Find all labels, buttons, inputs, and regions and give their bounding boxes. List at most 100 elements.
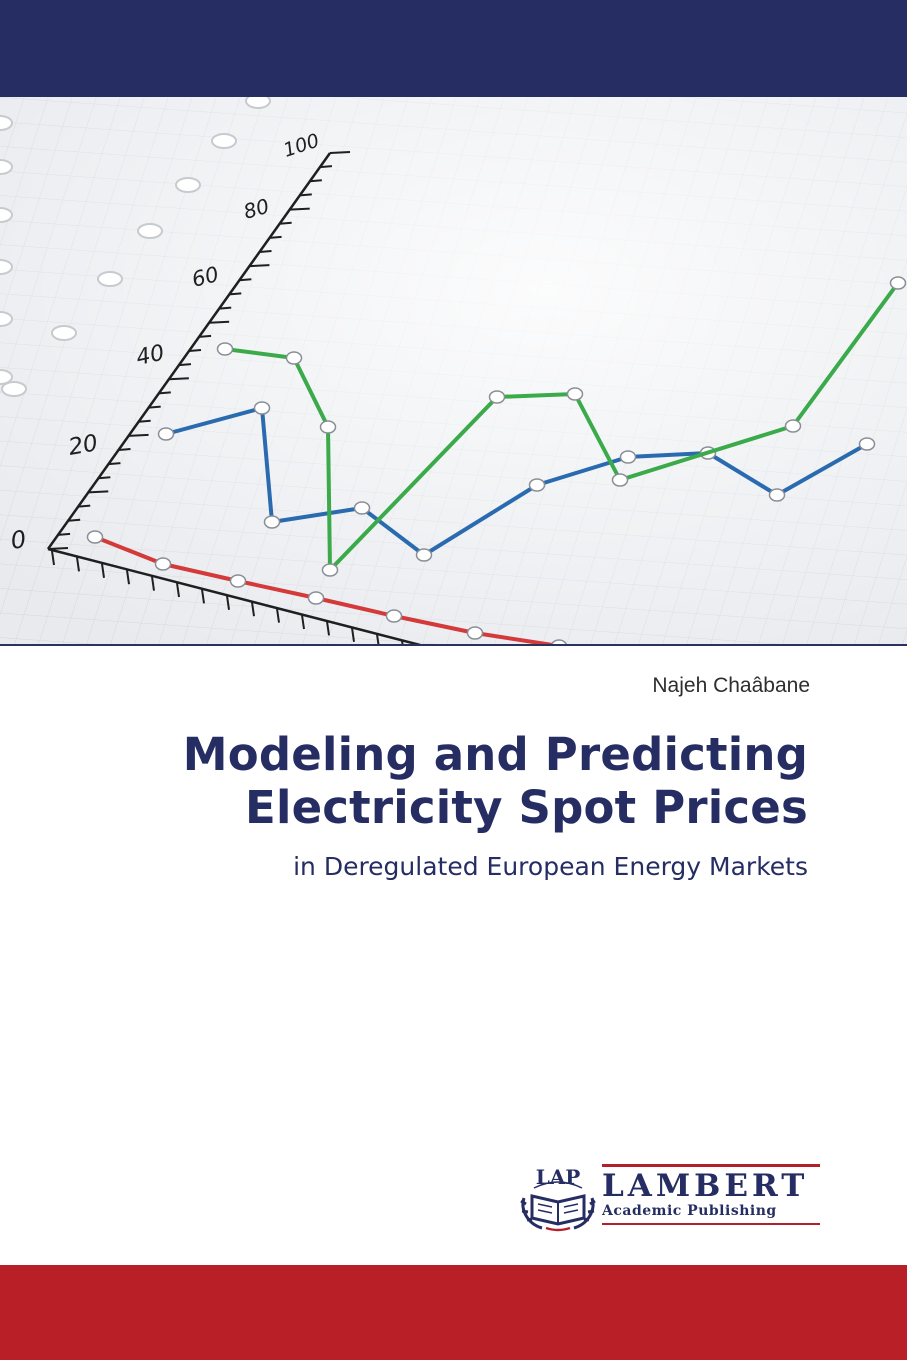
y-axis-tick <box>178 363 192 367</box>
series-marker <box>784 419 802 433</box>
series-marker <box>321 563 339 577</box>
y-axis-tick <box>188 349 202 352</box>
series-marker <box>285 351 303 365</box>
y-axis-tick <box>329 151 351 154</box>
title-line-2: Electricity Spot Prices <box>245 781 808 834</box>
series-green <box>216 276 907 577</box>
series-marker <box>488 390 506 404</box>
y-axis-tick <box>299 193 312 197</box>
y-axis-tick <box>289 207 310 211</box>
x-axis-tick <box>226 595 230 610</box>
wordmark-bottom-rule <box>602 1223 820 1225</box>
chart-axes <box>46 151 421 645</box>
cover-artwork-chart: 0 20 40 60 80 100 <box>0 97 907 645</box>
y-tick-label: 40 <box>134 341 167 371</box>
series-marker <box>157 427 175 441</box>
x-axis-tick <box>376 634 380 645</box>
y-axis-tick <box>98 476 111 480</box>
series-marker <box>550 639 568 645</box>
series-marker <box>619 450 637 464</box>
binder-hole <box>0 159 13 175</box>
x-axis-tick <box>351 627 355 642</box>
y-axis-tick <box>118 448 131 451</box>
book-title: Modeling and Predicting Electricity Spot… <box>48 728 808 834</box>
y-axis-tick <box>259 250 272 253</box>
x-axis-tick <box>301 614 305 630</box>
binder-holes <box>0 97 271 397</box>
y-axis-tick <box>128 433 149 437</box>
bottom-color-band <box>0 1265 907 1360</box>
y-axis-tick <box>269 235 282 239</box>
y-axis-tick <box>158 391 171 395</box>
y-axis-tick <box>279 221 292 225</box>
y-axis-tick <box>168 377 189 381</box>
x-axis-tick <box>51 550 55 566</box>
series-marker <box>385 609 403 623</box>
binder-hole <box>137 223 163 239</box>
y-axis-tick <box>319 165 333 169</box>
book-subtitle: in Deregulated European Energy Markets <box>293 852 808 881</box>
series-marker <box>319 420 337 434</box>
x-axis-line <box>47 547 421 645</box>
y-axis-tick <box>309 179 322 183</box>
title-line-1: Modeling and Predicting <box>182 728 808 781</box>
binder-hole <box>51 325 77 341</box>
x-axis-tick <box>326 621 330 636</box>
binder-hole <box>0 207 13 223</box>
y-axis-tick <box>209 320 230 324</box>
y-axis-tick <box>198 334 212 338</box>
wordmark-top-rule <box>602 1164 820 1167</box>
series-red <box>86 530 568 645</box>
series-marker <box>415 548 433 562</box>
series-marker <box>858 437 876 451</box>
binder-hole <box>1 381 27 397</box>
binder-hole <box>0 369 13 385</box>
author-name: Najeh Chaâbane <box>652 674 810 697</box>
series-marker <box>528 478 546 492</box>
series-marker <box>86 530 104 544</box>
binder-hole <box>211 133 237 149</box>
y-axis-tick <box>138 419 151 423</box>
x-axis-tick <box>401 640 404 645</box>
y-axis-tick <box>108 462 121 466</box>
series-marker <box>263 515 281 529</box>
lap-emblem-icon: LAP <box>520 1165 596 1232</box>
emblem-text: LAP <box>536 1165 581 1189</box>
y-tick-label: 0 <box>9 525 28 555</box>
publisher-wordmark: LAMBERT Academic Publishing <box>602 1164 820 1225</box>
y-axis-tick <box>239 278 252 282</box>
x-axis-tick <box>151 576 155 591</box>
series-marker <box>611 473 629 487</box>
y-axis-tick <box>148 405 161 409</box>
binder-hole <box>0 259 13 275</box>
top-color-band <box>0 0 907 97</box>
y-axis-tick <box>57 532 71 536</box>
series-marker <box>566 387 584 401</box>
artwork-divider <box>0 644 907 646</box>
y-axis-tick <box>219 306 232 310</box>
x-axis-tick <box>76 557 80 572</box>
y-axis-tick <box>68 518 81 522</box>
series-marker <box>216 342 234 356</box>
publisher-name: LAMBERT <box>602 1168 809 1204</box>
y-axis-tick <box>229 292 242 296</box>
binder-hole <box>175 177 201 193</box>
x-axis-tick <box>176 582 180 598</box>
series-marker <box>466 626 484 640</box>
x-axis-tick <box>126 570 130 585</box>
publisher-logo: LAP LAMBERT Academic Publishing <box>518 1158 820 1232</box>
x-axis-tick <box>251 602 255 617</box>
y-axis-tick <box>78 504 91 508</box>
series-marker <box>154 557 172 571</box>
series-marker <box>768 488 786 502</box>
publisher-tagline: Academic Publishing <box>602 1203 777 1219</box>
series-marker <box>307 591 325 605</box>
series-marker <box>229 574 247 588</box>
y-axis-tick <box>88 490 109 494</box>
x-axis-tick <box>276 608 280 623</box>
binder-hole <box>0 115 13 131</box>
chart-series <box>86 276 907 645</box>
binder-hole <box>245 97 271 109</box>
series-marker <box>889 276 907 290</box>
